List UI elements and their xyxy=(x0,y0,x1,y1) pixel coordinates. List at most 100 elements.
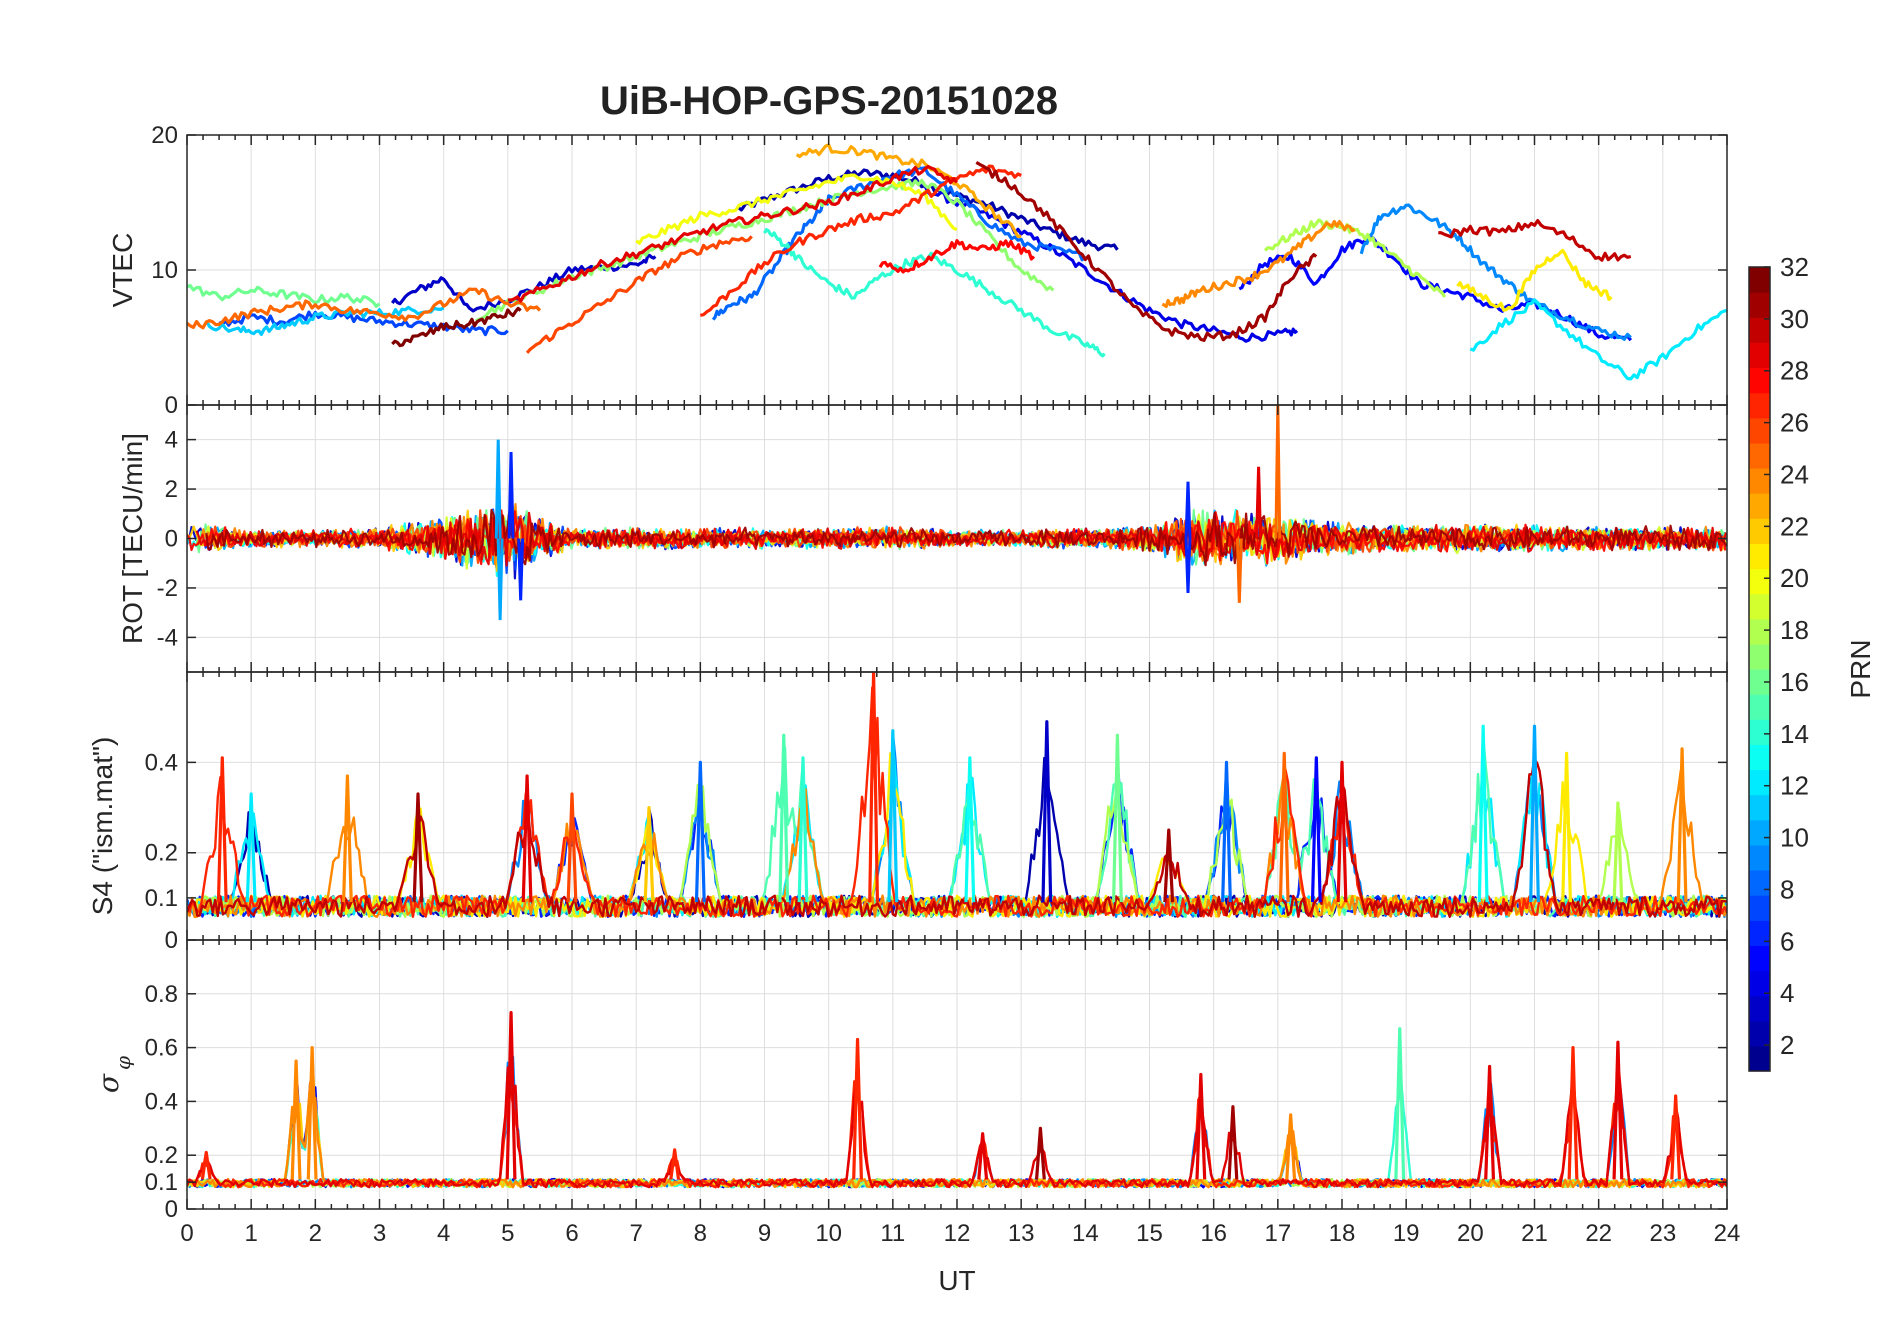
colorbar-segment xyxy=(1749,995,1770,1022)
vtec-series-prn-8 xyxy=(711,166,1087,321)
y-tick-label: 2 xyxy=(165,476,178,503)
sigphi-peak xyxy=(1670,1094,1682,1180)
vtec-series-prn-21 xyxy=(1456,248,1613,312)
colorbar-tick-label: 24 xyxy=(1780,459,1809,489)
vtec-series-prn-32 xyxy=(391,306,522,348)
colorbar-segment xyxy=(1749,1020,1770,1047)
colorbar-tick-label: 18 xyxy=(1780,615,1809,645)
colorbar-segment xyxy=(1749,819,1770,846)
y-axis-label-rot: ROT [TECU/min] xyxy=(117,433,148,644)
s4-peak xyxy=(521,774,533,903)
s4-peak xyxy=(797,756,809,903)
vtec-series-prn-23 xyxy=(795,143,1022,239)
x-tick-label: 19 xyxy=(1393,1220,1420,1247)
x-tick-label: 16 xyxy=(1200,1220,1227,1247)
s4-peak xyxy=(1163,828,1175,903)
panel-rot: 4 2 0 -2 -4 ROT [TECU/min] xyxy=(117,404,1728,673)
colorbar-tick-label: 8 xyxy=(1780,874,1794,904)
y-tick-label: 10 xyxy=(151,257,178,284)
rot-spike xyxy=(1255,466,1263,539)
x-tick-label: 23 xyxy=(1649,1220,1676,1247)
y-tick-label: 0.8 xyxy=(145,981,178,1008)
rot-spike xyxy=(1184,538,1192,593)
colorbar-tick-label: 12 xyxy=(1780,771,1809,801)
x-tick-label: 5 xyxy=(501,1220,514,1247)
x-tick-label: 13 xyxy=(1008,1220,1035,1247)
y-axis-label-vtec: VTEC xyxy=(107,233,138,308)
x-axis-label: UT xyxy=(938,1265,975,1296)
chart-title: UiB-HOP-GPS-20151028 xyxy=(600,79,1058,123)
s4-peak xyxy=(1278,751,1290,903)
sigphi-peak xyxy=(1227,1105,1239,1180)
x-tick-label: 4 xyxy=(437,1220,450,1247)
x-tick-label: 11 xyxy=(880,1220,905,1247)
colorbar-segment xyxy=(1749,518,1770,544)
colorbar-tick-label: 30 xyxy=(1780,304,1809,334)
colorbar-tick-label: 22 xyxy=(1780,511,1809,541)
y-tick-label: 0 xyxy=(165,392,178,419)
colorbar-tick-label: 14 xyxy=(1780,719,1809,749)
s4-peak xyxy=(694,760,706,903)
y-tick-label: 0.2 xyxy=(145,840,178,867)
rot-spike xyxy=(1235,538,1243,603)
y-tick-label: 0.2 xyxy=(145,1142,178,1169)
colorbar-tick-label: 20 xyxy=(1780,563,1809,593)
colorbar-label: PRN xyxy=(1845,639,1876,698)
colorbar-tick-label: 32 xyxy=(1780,252,1809,282)
colorbar-segment xyxy=(1749,342,1770,369)
s4-peak xyxy=(1221,760,1232,903)
colorbar-segment xyxy=(1749,442,1770,469)
colorbar-tick-label: 6 xyxy=(1780,926,1794,956)
vtec-series-prn-28 xyxy=(878,239,1036,274)
data-vtec xyxy=(187,143,1727,381)
sigphi-peak xyxy=(852,1037,863,1180)
s4-peak xyxy=(868,672,880,903)
colorbar-segment xyxy=(1749,493,1770,519)
colorbar-tick-label: 16 xyxy=(1780,667,1809,697)
x-tick-label: 6 xyxy=(565,1220,578,1247)
x-tick-label: 24 xyxy=(1714,1220,1741,1247)
colorbar-segment xyxy=(1749,618,1770,645)
colorbar-segment xyxy=(1749,267,1770,293)
x-tick-label: 2 xyxy=(309,1220,322,1247)
colorbar-segment xyxy=(1749,417,1770,444)
x-tick-label: 8 xyxy=(694,1220,707,1247)
sigphi-peak xyxy=(1034,1126,1046,1180)
x-ticks-s4 xyxy=(186,672,1728,940)
y-tick-label: -2 xyxy=(157,575,178,602)
x-tick-label: 1 xyxy=(244,1220,257,1247)
s4-peak xyxy=(1529,724,1540,903)
sigphi-peak xyxy=(669,1148,681,1180)
y-axis-label-s4: S4 ("ism.mat") xyxy=(87,737,118,916)
x-tick-label: 18 xyxy=(1329,1220,1356,1247)
rot-spike xyxy=(1274,405,1282,539)
vtec-series-prn-9 xyxy=(1359,203,1632,341)
vtec-series-prn-11 xyxy=(204,305,445,336)
colorbar-tick-label: 2 xyxy=(1780,1030,1794,1060)
s4-peak xyxy=(1310,756,1322,903)
colorbar-segment xyxy=(1749,568,1770,595)
y-tick-label: 20 xyxy=(151,122,178,149)
x-tick-label: 15 xyxy=(1136,1220,1163,1247)
y-tick-label: 0 xyxy=(165,526,178,553)
y-axis-label-sigphi: σφ xyxy=(92,1056,135,1093)
colorbar-tick-label: 26 xyxy=(1780,408,1809,438)
rot-spike xyxy=(1184,481,1192,539)
panel-sigphi: 0.8 0.6 0.4 0.20.10 σφ xyxy=(92,939,1728,1223)
colorbar-segment xyxy=(1749,1045,1770,1072)
vtec-series-prn-16 xyxy=(187,283,381,308)
colorbar-segment xyxy=(1749,895,1770,921)
s4-peak xyxy=(1111,733,1123,903)
x-tick-label: 17 xyxy=(1264,1220,1291,1247)
data-rot xyxy=(187,405,1727,621)
panel-s4: 0.4 0.2 0.1 0 S4 ("ism.mat") xyxy=(87,671,1728,954)
sigphi-peak xyxy=(1195,1072,1207,1180)
colorbar-segment xyxy=(1749,468,1770,494)
colorbar-segment xyxy=(1749,945,1770,972)
sigphi-peak xyxy=(505,1011,517,1180)
vtec-series-prn-27 xyxy=(700,164,1022,317)
s4-peak xyxy=(245,792,257,903)
colorbar-segment xyxy=(1749,719,1770,745)
